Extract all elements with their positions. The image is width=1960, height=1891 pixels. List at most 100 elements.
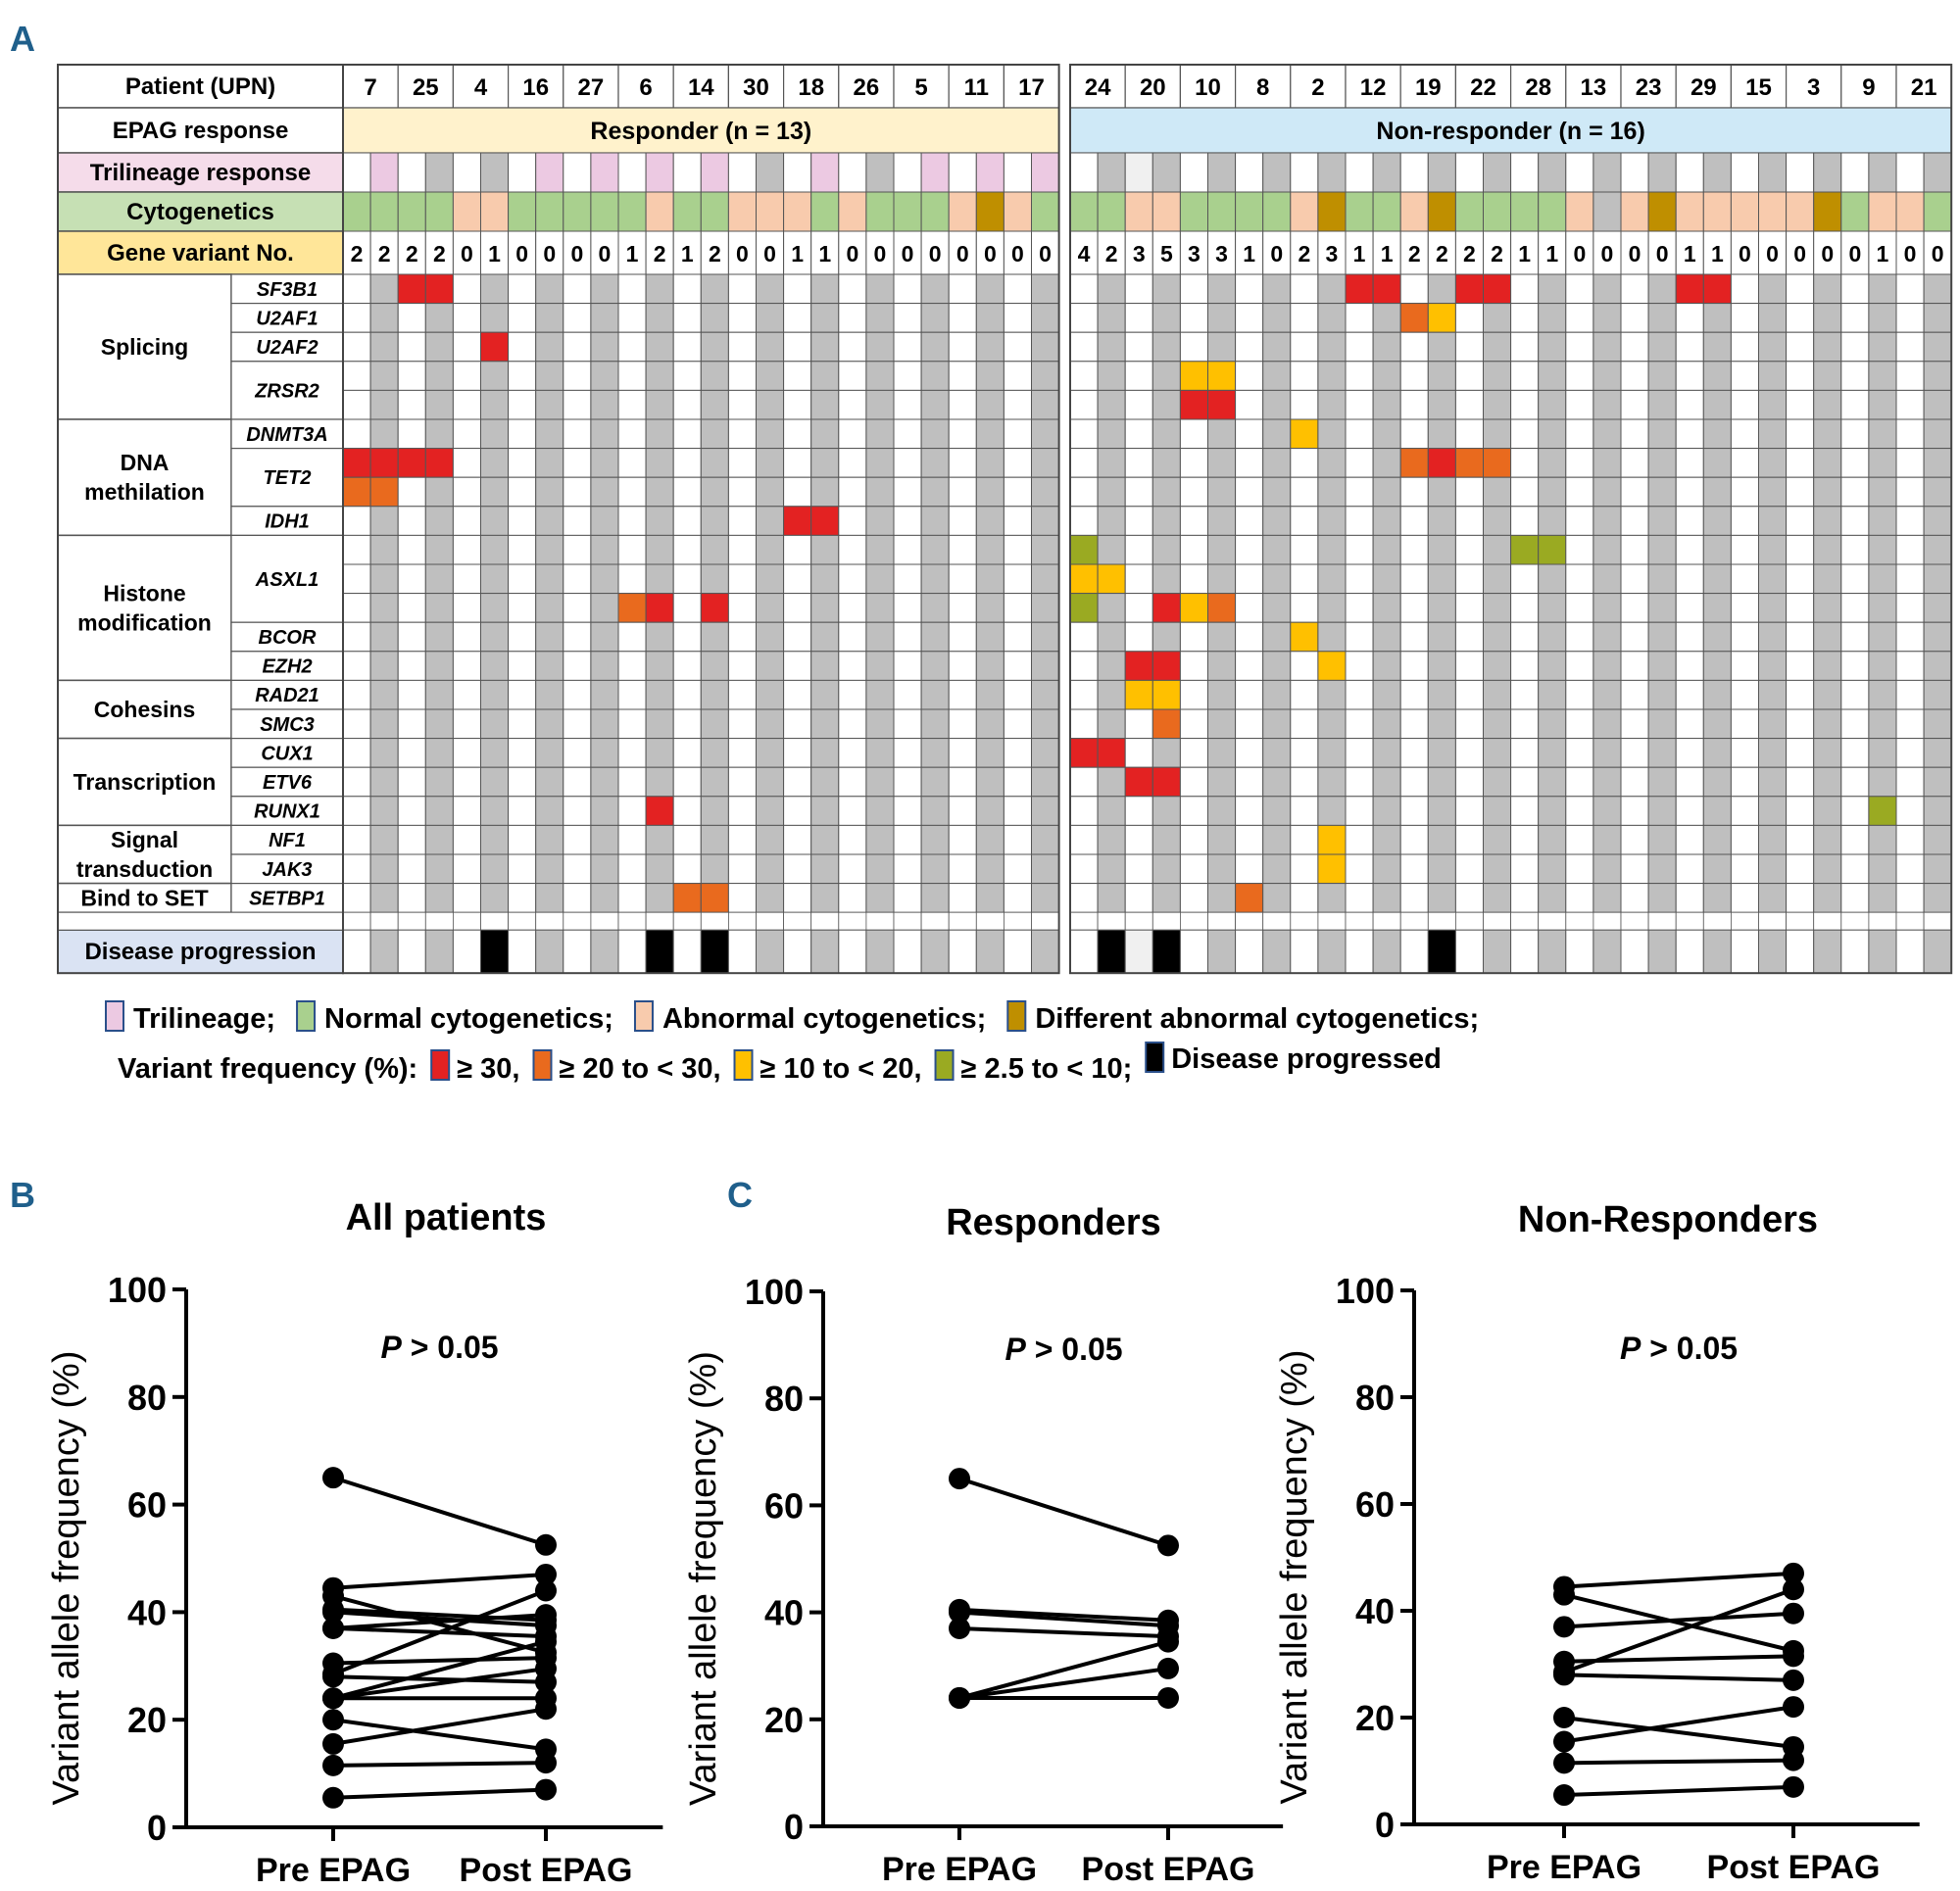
gene-cell xyxy=(1510,361,1540,391)
separator-cell xyxy=(1207,911,1237,931)
gene-cell xyxy=(810,738,840,768)
separator-cell xyxy=(1372,911,1401,931)
gene-label: RUNX1 xyxy=(254,801,320,823)
gene-cell xyxy=(756,593,785,623)
patient-id: 10 xyxy=(1195,74,1221,101)
gene-cell xyxy=(563,331,592,363)
gene-cell xyxy=(700,418,729,450)
label-gene-variant-no: Gene variant No. xyxy=(107,240,294,267)
gene-cell xyxy=(1868,418,1897,450)
gene-label: ASXL1 xyxy=(255,569,318,591)
gene-cell xyxy=(1758,563,1788,595)
gene-variant-count: 1 xyxy=(1711,241,1724,267)
gene-cell xyxy=(1923,766,1952,798)
gene-cell xyxy=(1868,476,1897,508)
gene-cell xyxy=(1840,796,1870,826)
patient-id: 25 xyxy=(413,74,439,101)
gene-cell xyxy=(756,476,785,508)
gene-cell xyxy=(1840,824,1870,855)
gene-cell xyxy=(1290,708,1319,740)
gene-cell xyxy=(975,766,1004,798)
gene-cell xyxy=(480,796,510,826)
gene-cell xyxy=(1290,766,1319,798)
gene-cell xyxy=(1923,389,1952,420)
y-tick-label: 0 xyxy=(1375,1805,1395,1845)
separator-cell xyxy=(1923,911,1952,931)
gene-cell xyxy=(1097,824,1126,855)
gene-cell xyxy=(1565,621,1594,653)
mutation-cell xyxy=(424,273,454,305)
post-epag-point xyxy=(1157,1630,1179,1653)
gene-cell xyxy=(948,651,977,681)
gene-cell xyxy=(1290,824,1319,855)
gene-cell xyxy=(810,883,840,913)
series-pair-15 xyxy=(322,1698,557,1755)
gene-cell xyxy=(1895,708,1925,740)
gene-cell xyxy=(727,273,758,305)
gene-cell xyxy=(1179,273,1209,305)
series-pair-17 xyxy=(322,1778,557,1809)
gene-cell xyxy=(810,448,840,478)
gene-cell xyxy=(1758,796,1788,826)
gene-cell xyxy=(563,361,592,391)
gene-cell xyxy=(783,476,812,508)
gene-cell xyxy=(1372,738,1401,768)
gene-cell xyxy=(480,853,510,885)
gene-cell xyxy=(590,853,619,885)
gene-label-cell xyxy=(230,448,344,508)
trilineage-cell xyxy=(893,152,922,193)
gene-cell xyxy=(920,853,950,885)
gene-cell xyxy=(1895,796,1925,826)
gene-cell xyxy=(1124,708,1153,740)
gene-cell xyxy=(1923,593,1952,623)
gene-cell xyxy=(1510,738,1540,768)
gene-cell xyxy=(1923,708,1952,740)
gene-variant-count: 0 xyxy=(1821,241,1834,267)
gene-cell xyxy=(1124,534,1153,565)
separator-cell xyxy=(1786,911,1815,931)
trilineage-cell xyxy=(563,152,592,193)
gene-cell xyxy=(1097,651,1126,681)
gene-cell xyxy=(810,766,840,798)
gene-cell xyxy=(975,418,1004,450)
post-epag-point xyxy=(1783,1749,1804,1771)
gene-cell xyxy=(1031,273,1060,305)
gene-cell xyxy=(1565,563,1594,595)
gene-cell xyxy=(1647,273,1677,305)
gene-cell xyxy=(342,796,371,826)
gene-cell xyxy=(1538,331,1567,363)
gene-cell xyxy=(948,476,977,508)
gene-variant-no-cell xyxy=(1345,230,1374,275)
series-pair-1 xyxy=(322,1467,557,1556)
gene-cell xyxy=(783,418,812,450)
gene-cell xyxy=(1702,593,1732,623)
gene-cell xyxy=(563,506,592,536)
gene-cell xyxy=(1538,273,1567,305)
gene-cell xyxy=(1510,506,1540,536)
gene-cell xyxy=(783,824,812,855)
y-tick-label: 100 xyxy=(1336,1271,1395,1311)
gene-cell xyxy=(1372,593,1401,623)
gene-cell xyxy=(865,303,895,333)
gene-cell xyxy=(1031,448,1060,478)
gene-cell xyxy=(1097,389,1126,420)
disease-progression-cell xyxy=(424,929,454,974)
gene-cell xyxy=(838,593,867,623)
gene-cell xyxy=(369,418,399,450)
patient-header-cell xyxy=(1003,64,1060,109)
post-epag-point xyxy=(1157,1657,1179,1679)
gene-cell xyxy=(920,389,950,420)
separator-cell xyxy=(1592,911,1622,931)
mutation-cell xyxy=(1868,796,1897,826)
gene-cell xyxy=(1003,361,1033,391)
gene-cell xyxy=(783,708,812,740)
gene-cell xyxy=(1290,853,1319,885)
gene-cell xyxy=(1372,506,1401,536)
pre-epag-point xyxy=(322,1786,344,1809)
gene-cell xyxy=(397,534,426,565)
legend-swatch-normal_cyto xyxy=(296,1000,317,1032)
gene-cell xyxy=(948,824,977,855)
gene-cell xyxy=(1003,273,1033,305)
gene-cell xyxy=(1647,331,1677,363)
